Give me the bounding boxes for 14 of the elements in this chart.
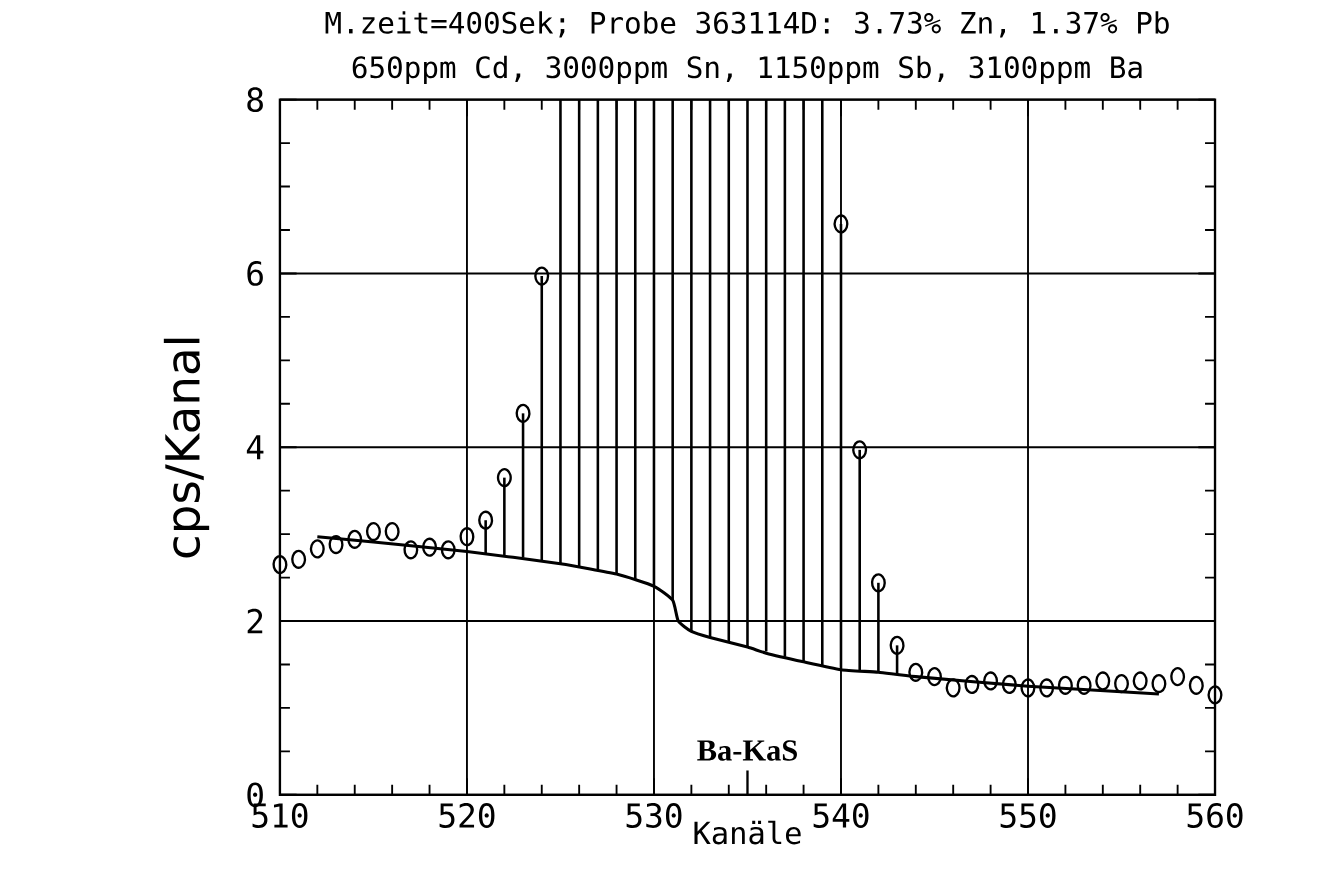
chart-title: M.zeit=400Sek; Probe 363114D: 3.73% Zn, 1.37% Pb [325,11,1169,38]
x-tick-label: 560 [1187,803,1243,829]
chart-subtitle: 650ppm Cd, 3000ppm Sn, 1150ppm Sb, 3100ppm Ba [352,55,1142,85]
annotation: Ba-KaS [697,740,797,761]
x-tick-label: 520 [439,803,495,829]
y-tick-label: 6 [247,261,263,286]
y-tick-label: 4 [246,435,264,460]
x-tick-label: 530 [626,803,682,829]
y-tick-label: 2 [247,608,263,634]
x-tick-label: 540 [813,803,869,829]
x-axis-title: Kanäle [694,820,801,845]
y-tick-label: 8 [247,87,263,113]
y-axis-title: cps/Kanal [163,338,210,558]
x-tick-label: 550 [1000,803,1056,829]
